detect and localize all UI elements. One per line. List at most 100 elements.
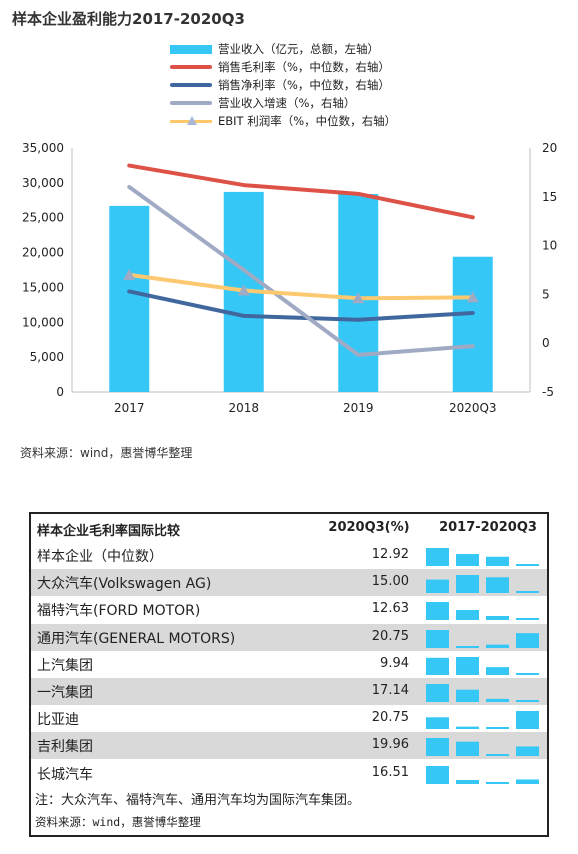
row-name: 长城汽车 (37, 766, 93, 783)
sparkline-bar (486, 698, 509, 702)
row-value: 20.75 (371, 710, 409, 726)
table-note: 注：大众汽车、福特汽车、通用汽车均为国际汽车集团。 (35, 793, 361, 808)
table-row: 一汽集团 17.14 (31, 678, 547, 705)
sparkline-bar (426, 629, 449, 648)
ebit-marker (123, 268, 136, 280)
gross-margin-line (127, 163, 475, 220)
row-value: 9.94 (380, 655, 409, 671)
x-tick-label: 2017 (114, 401, 145, 415)
sparkline-bar (456, 645, 479, 648)
row-value: 19.96 (371, 737, 409, 753)
table-col-trend: 2017-2020Q3 (439, 520, 537, 535)
legend-label-growth: 营业收入增速（%，右轴） (218, 96, 356, 110)
table-row: 吉利集团 19.96 (31, 732, 547, 760)
trend-sparkline (426, 711, 539, 730)
legend-item-growth: 营业收入增速（%，右轴） (170, 94, 396, 112)
sparkline-bar (426, 765, 449, 784)
sparkline-bar (486, 666, 509, 675)
right-tick-label: -5 (542, 385, 554, 399)
sparkline-bar (516, 700, 539, 702)
left-tick-label: 35,000 (22, 141, 64, 155)
legend-label-ebit: EBIT 利润率（%，中位数，右轴） (218, 114, 397, 128)
ebit-marker (466, 291, 479, 303)
sparkline-bar (456, 779, 479, 784)
legend-swatch-gross (170, 65, 212, 69)
sparkline-bar (516, 672, 539, 675)
row-value: 16.51 (371, 764, 409, 780)
legend-item-ebit: EBIT 利润率（%，中位数，右轴） (170, 112, 396, 130)
sparkline-bar (426, 657, 449, 675)
x-tick-label: 2018 (228, 401, 259, 415)
trend-sparkline (426, 684, 539, 702)
sparkline-bar (456, 726, 479, 730)
right-tick-label: 5 (542, 287, 550, 301)
sparkline-bar (486, 577, 509, 594)
comparison-table: 样本企业毛利率国际比较 2020Q3(%) 2017-2020Q3 样本企业（中… (29, 512, 549, 837)
main-chart: 0 5,000 10,000 15,000 20,000 25,000 30,000 35,0… (22, 141, 557, 415)
legend-item-gross: 销售毛利率（%，中位数，右轴） (170, 58, 396, 76)
row-name: 通用汽车(GENERAL MOTORS) (37, 630, 236, 647)
trend-sparkline (426, 602, 539, 621)
ebit-marker (237, 284, 250, 296)
sparkline-bar (486, 644, 509, 648)
trend-sparkline (426, 765, 539, 784)
x-tick-label: 2019 (343, 401, 374, 415)
net-margin-line (127, 289, 475, 322)
row-name: 样本企业（中位数） (37, 549, 163, 565)
sparkline-bar (516, 779, 539, 784)
table-header: 样本企业毛利率国际比较 2020Q3(%) 2017-2020Q3 (31, 514, 547, 542)
sparkline-bar (456, 689, 479, 702)
left-tick-label: 30,000 (22, 176, 64, 190)
sparkline-bar (516, 618, 539, 621)
left-tick-label: 25,000 (22, 211, 64, 225)
sparkline-bar (516, 746, 539, 757)
revenue-bar (109, 205, 150, 392)
table-row: 比亚迪 20.75 (31, 705, 547, 732)
legend-swatch-net (170, 83, 212, 87)
x-tick-label: 2020Q3 (449, 401, 497, 415)
row-value: 15.00 (371, 574, 409, 590)
row-name: 大众汽车(Volkswagen AG) (37, 576, 212, 593)
sparkline-bar (456, 656, 479, 675)
chart-title: 样本企业盈利能力2017-2020Q3 (12, 10, 245, 28)
sparkline-bar (456, 610, 479, 621)
sparkline-bar (426, 738, 449, 757)
sparkline-bar (486, 727, 509, 730)
right-tick-label: 10 (542, 239, 557, 253)
left-tick-label: 20,000 (22, 246, 64, 260)
trend-sparkline (426, 656, 539, 675)
sparkline-bar (486, 754, 509, 757)
trend-sparkline (426, 548, 539, 566)
table-row: 福特汽车(FORD MOTOR) 12.63 (31, 596, 547, 623)
row-value: 20.75 (371, 628, 409, 644)
ebit-margin-line (127, 272, 475, 301)
triangle-marker-icon (187, 116, 197, 125)
legend-label-gross: 销售毛利率（%，中位数，右轴） (218, 60, 390, 74)
sparkline-bar (456, 575, 479, 594)
left-tick-label: 5,000 (30, 350, 64, 364)
row-name: 福特汽车(FORD MOTOR) (37, 603, 201, 620)
sparkline-bar (486, 556, 509, 566)
revenue-growth-line (127, 185, 475, 357)
legend-label-revenue: 营业收入（亿元，总额，左轴） (218, 42, 379, 56)
sparkline-bar (456, 554, 479, 566)
left-tick-label: 10,000 (22, 315, 64, 329)
legend-swatch-growth (170, 101, 212, 105)
legend-label-net: 销售净利率（%，中位数，右轴） (218, 78, 390, 92)
source-note: 资料来源：wind，惠誉博华整理 (20, 446, 193, 460)
trend-sparkline (426, 629, 539, 648)
sparkline-bar (426, 548, 449, 566)
row-name: 上汽集团 (37, 657, 93, 674)
table-row: 上汽集团 9.94 (31, 651, 547, 678)
legend-item-net: 销售净利率（%，中位数，右轴） (170, 76, 396, 94)
right-tick-label: 15 (542, 190, 557, 204)
legend-swatch-ebit (170, 116, 212, 126)
left-tick-label: 15,000 (22, 280, 64, 294)
row-name: 一汽集团 (37, 685, 93, 701)
sparkline-bar (486, 616, 509, 621)
right-tick-label: 20 (542, 141, 557, 155)
ebit-marker (352, 292, 365, 304)
trend-sparkline (426, 738, 539, 757)
left-tick-label: 0 (56, 385, 64, 399)
row-value: 12.92 (371, 547, 409, 562)
